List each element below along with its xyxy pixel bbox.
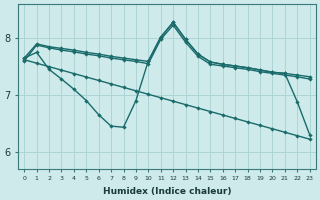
X-axis label: Humidex (Indice chaleur): Humidex (Indice chaleur) xyxy=(103,187,231,196)
